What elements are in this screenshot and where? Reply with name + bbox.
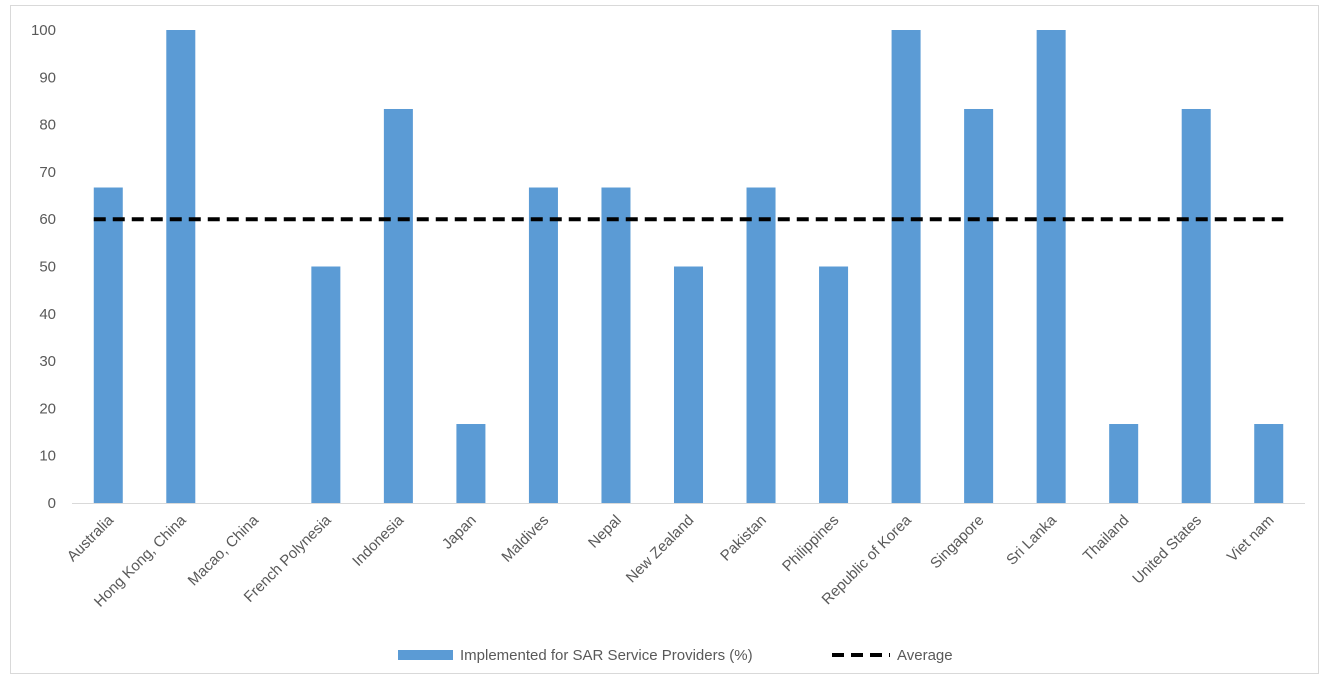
- legend-average-label: Average: [897, 647, 953, 664]
- bar: [891, 30, 921, 503]
- bar: [166, 30, 196, 503]
- x-tick-label: Viet nam: [1224, 512, 1278, 566]
- chart-frame: [10, 5, 1319, 674]
- y-tick-label: 10: [39, 448, 56, 465]
- y-tick-label: 90: [39, 69, 56, 86]
- x-tick-label: Singapore: [927, 512, 987, 572]
- bar: [964, 108, 994, 503]
- x-tick-label: Indonesia: [349, 511, 407, 569]
- y-tick-label: 30: [39, 353, 56, 370]
- legend-series-swatch: [398, 650, 453, 660]
- x-tick-label: Thailand: [1080, 512, 1133, 565]
- bars: [93, 30, 1284, 503]
- y-tick-label: 100: [31, 22, 56, 39]
- bar: [528, 187, 558, 503]
- legend-series-label: Implemented for SAR Service Providers (%…: [460, 647, 753, 664]
- bar: [456, 424, 486, 503]
- x-tick-label: Japan: [439, 512, 480, 553]
- bar: [746, 187, 776, 503]
- x-tick-label: Maldives: [498, 512, 552, 566]
- bar: [673, 266, 704, 503]
- y-tick-label: 50: [39, 259, 56, 276]
- bar: [1254, 424, 1284, 503]
- bar: [1109, 424, 1139, 503]
- y-tick-label: 60: [39, 211, 56, 228]
- x-tick-label: Nepal: [585, 512, 625, 552]
- bar: [601, 187, 631, 503]
- x-tick-label: Sri Lanka: [1003, 511, 1060, 568]
- x-tick-label: Pakistan: [717, 512, 770, 565]
- y-axis-ticks: 0 10 20 30 40 50 60 70 80 90 100: [31, 22, 56, 512]
- y-tick-label: 80: [39, 117, 56, 134]
- x-tick-label: Philippines: [779, 512, 842, 575]
- bar: [1181, 108, 1211, 503]
- bar: [93, 187, 123, 503]
- legend: Implemented for SAR Service Providers (%…: [398, 647, 953, 664]
- bar: [1036, 30, 1066, 503]
- x-tick-label: Australia: [64, 511, 118, 565]
- x-tick-label: Macao, China: [185, 511, 263, 589]
- y-tick-label: 70: [39, 164, 56, 181]
- y-tick-label: 40: [39, 306, 56, 323]
- y-tick-label: 0: [48, 495, 56, 512]
- bar: [383, 108, 413, 503]
- bar: [311, 266, 341, 503]
- x-tick-label: United States: [1129, 512, 1205, 588]
- bar: [819, 266, 849, 503]
- y-tick-label: 20: [39, 400, 56, 417]
- x-tick-label: New Zealand: [623, 512, 698, 587]
